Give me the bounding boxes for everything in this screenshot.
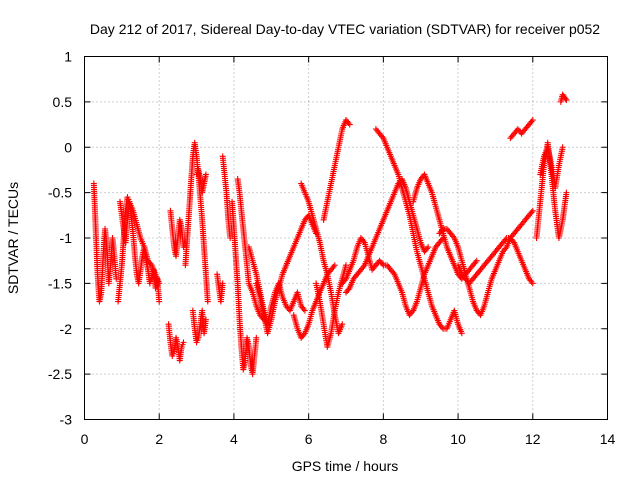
x-axis-label: GPS time / hours xyxy=(292,458,399,474)
data-point xyxy=(156,280,163,287)
series-s24 xyxy=(455,235,536,287)
data-point xyxy=(563,97,570,104)
y-tick-label: -2 xyxy=(60,321,73,337)
y-tick-label: 0.5 xyxy=(53,94,73,110)
chart-title: Day 212 of 2017, Sidereal Day-to-day VTE… xyxy=(90,21,600,37)
data-point xyxy=(180,244,187,251)
data-point xyxy=(343,262,349,269)
series-s3 xyxy=(116,198,163,287)
data-point xyxy=(562,95,569,102)
data-point xyxy=(529,207,536,214)
y-tick-label: 0 xyxy=(64,139,72,155)
data-point xyxy=(339,321,346,328)
x-tick-labels: 0 2 4 6 8 10 12 14 xyxy=(81,431,616,447)
data-point xyxy=(529,117,536,124)
series-s7 xyxy=(189,307,209,346)
y-tick-label: -1.5 xyxy=(48,275,72,291)
series-s4 xyxy=(165,321,187,364)
data-point xyxy=(529,280,536,287)
data-point xyxy=(202,171,209,178)
x-tick-label: 14 xyxy=(600,431,616,447)
series-s28 xyxy=(557,91,570,105)
series-s6 xyxy=(182,139,211,305)
y-tick-label: -1 xyxy=(60,230,73,246)
data-point xyxy=(202,316,209,323)
x-tick-label: 4 xyxy=(230,431,238,447)
data-point xyxy=(458,330,465,337)
y-tick-label: -3 xyxy=(60,412,73,428)
series-s17 xyxy=(313,262,349,350)
y-tick-label: 1 xyxy=(64,49,72,65)
x-tick-label: 12 xyxy=(525,431,541,447)
series-s21 xyxy=(372,126,465,337)
data-point xyxy=(331,262,338,269)
series-s5 xyxy=(167,207,187,260)
data-point xyxy=(559,144,566,151)
series-s8 xyxy=(193,166,209,196)
data-point xyxy=(180,339,187,346)
series-s10 xyxy=(214,271,226,305)
data-point xyxy=(425,244,432,251)
data-point xyxy=(253,334,260,341)
data-point xyxy=(563,189,570,196)
grid xyxy=(84,56,608,420)
data-point xyxy=(473,257,480,264)
data-point xyxy=(219,280,226,287)
series-s14 xyxy=(253,212,320,337)
x-tick-label: 8 xyxy=(379,431,387,447)
series-s9 xyxy=(219,153,234,241)
data-point xyxy=(227,235,234,241)
data-point xyxy=(301,307,308,314)
axis-ticks xyxy=(84,56,608,420)
x-tick-label: 6 xyxy=(305,431,313,447)
data-point xyxy=(204,298,211,305)
y-tick-label: -2.5 xyxy=(48,366,72,382)
x-tick-label: 0 xyxy=(81,431,89,447)
data-point xyxy=(346,121,353,128)
series-s2 xyxy=(115,194,163,305)
data-point xyxy=(156,298,163,305)
x-tick-label: 10 xyxy=(450,431,466,447)
series-s1 xyxy=(90,180,120,305)
series-s25 xyxy=(507,117,536,142)
y-tick-labels: -3 -2.5 -2 -1.5 -1 -0.5 0 0.5 1 xyxy=(48,49,72,428)
series-s19 xyxy=(339,235,447,319)
x-tick-label: 2 xyxy=(155,431,163,447)
y-axis-label: SDTVAR / TECUs xyxy=(5,182,21,294)
series-s16 xyxy=(298,180,346,337)
series-s18 xyxy=(320,117,353,223)
series-s11 xyxy=(229,198,260,378)
y-tick-label: -0.5 xyxy=(48,185,72,201)
series-s27 xyxy=(537,144,566,192)
data-points xyxy=(90,91,570,378)
